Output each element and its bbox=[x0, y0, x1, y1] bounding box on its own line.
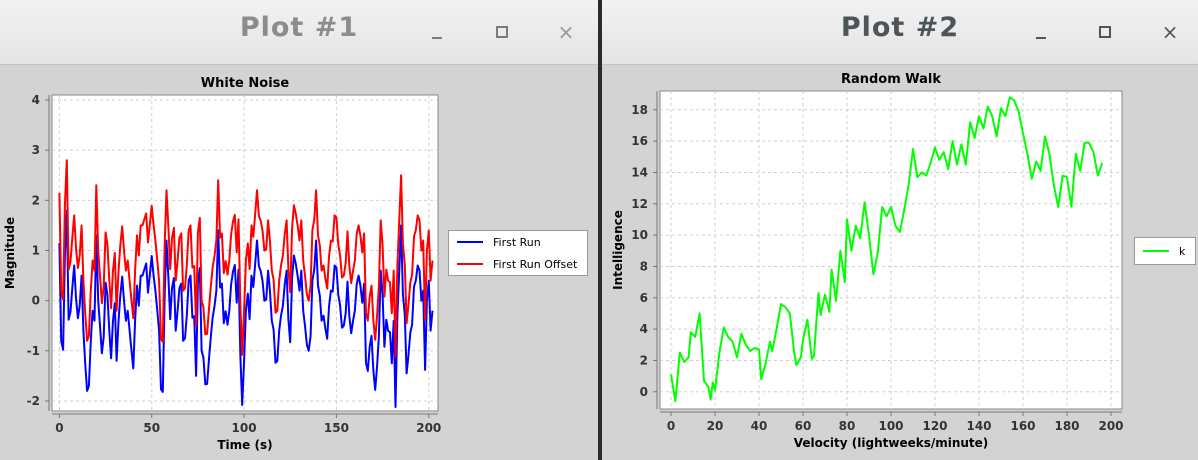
minimize-icon bbox=[432, 37, 442, 39]
maximize-icon bbox=[1099, 26, 1111, 38]
y-tick-label: 4 bbox=[32, 93, 40, 107]
plot-window-2: Plot #2 × Random Walk 0 20 40 60 80 100 120 140 1… bbox=[602, 0, 1198, 460]
legend-label: k bbox=[1179, 244, 1186, 258]
x-tick-label: 0 bbox=[55, 421, 63, 435]
x-tick-label: 100 bbox=[878, 419, 903, 433]
y-tick-label: 8 bbox=[640, 259, 648, 273]
close-button[interactable]: × bbox=[1156, 18, 1184, 46]
y-tick-label: 4 bbox=[640, 322, 648, 336]
close-icon: × bbox=[1161, 20, 1179, 44]
x-axis-label: Velocity (lightweeks/minute) bbox=[794, 436, 989, 450]
legend-item-first-run-offset: First Run Offset bbox=[449, 253, 587, 275]
legend-label: First Run Offset bbox=[493, 257, 578, 271]
y-tick-label: 12 bbox=[631, 197, 648, 211]
y-tick-label: 1 bbox=[32, 243, 40, 257]
y-tick-label: 6 bbox=[640, 291, 648, 305]
white-noise-chart: White Noise 0 50 100 150 200 -2 -1 0 1 2 3 4 Time (s)… bbox=[3, 76, 441, 452]
x-tick-label: 40 bbox=[751, 419, 768, 433]
window-titlebar[interactable]: Plot #2 × bbox=[602, 0, 1198, 65]
y-tick-label: 10 bbox=[631, 228, 648, 242]
legend-item-first-run: First Run bbox=[449, 231, 587, 253]
x-tick-label: 180 bbox=[1054, 419, 1079, 433]
y-tick-label: 18 bbox=[631, 103, 648, 117]
y-tick-label: -2 bbox=[27, 394, 40, 408]
legend-item-k: k bbox=[1135, 238, 1195, 264]
x-tick-label: 160 bbox=[1010, 419, 1035, 433]
x-tick-label: 100 bbox=[232, 421, 257, 435]
chart-title: Random Walk bbox=[841, 72, 941, 87]
x-tick-label: 80 bbox=[839, 419, 856, 433]
y-tick-label: 16 bbox=[631, 134, 648, 148]
close-icon: × bbox=[557, 20, 575, 44]
x-tick-label: 150 bbox=[324, 421, 349, 435]
y-tick-label: 3 bbox=[32, 143, 40, 157]
x-tick-label: 200 bbox=[1098, 419, 1123, 433]
maximize-icon bbox=[496, 26, 508, 38]
series-line-first-run-offset bbox=[58, 159, 434, 358]
y-tick-label: 2 bbox=[32, 193, 40, 207]
y-axis-label: Magnitude bbox=[3, 217, 17, 289]
minimize-icon bbox=[1036, 37, 1046, 39]
chart-title: White Noise bbox=[201, 76, 290, 91]
x-tick-label: 140 bbox=[966, 419, 991, 433]
y-tick-label: -1 bbox=[27, 344, 40, 358]
x-tick-label: 0 bbox=[667, 419, 675, 433]
y-tick-label: 14 bbox=[631, 165, 648, 179]
random-walk-chart: Random Walk 0 20 40 60 80 100 120 140 160 180 200 0 2… bbox=[611, 72, 1124, 450]
window-title: Plot #2 bbox=[840, 12, 960, 43]
x-tick-label: 120 bbox=[922, 419, 947, 433]
legend-line-icon bbox=[457, 241, 483, 243]
x-axis-label: Time (s) bbox=[217, 438, 272, 452]
minimize-button[interactable] bbox=[423, 18, 451, 46]
legend-line-icon bbox=[457, 263, 483, 265]
minimize-button[interactable] bbox=[1027, 18, 1055, 46]
y-tick-label: 2 bbox=[640, 353, 648, 367]
y-axis-label: Intelligence bbox=[611, 210, 625, 290]
chart-legend: k bbox=[1134, 237, 1196, 265]
legend-label: First Run bbox=[493, 235, 541, 249]
legend-line-icon bbox=[1143, 250, 1169, 252]
plot-window-1: Plot #1 × White Noise 0 50 100 150 200 -2 -1 0 1 2… bbox=[0, 0, 598, 460]
x-tick-label: 50 bbox=[143, 421, 160, 435]
y-tick-label: 0 bbox=[640, 385, 648, 399]
chart-legend: First Run First Run Offset bbox=[448, 230, 588, 276]
x-tick-label: 20 bbox=[707, 419, 724, 433]
series-line-k bbox=[670, 96, 1104, 403]
window-titlebar[interactable]: Plot #1 × bbox=[0, 0, 598, 65]
maximize-button[interactable] bbox=[1091, 18, 1119, 46]
window-title: Plot #1 bbox=[239, 12, 359, 43]
series-line-first-run bbox=[58, 209, 434, 408]
x-tick-label: 60 bbox=[795, 419, 812, 433]
close-button[interactable]: × bbox=[552, 18, 580, 46]
x-tick-label: 200 bbox=[416, 421, 441, 435]
y-tick-label: 0 bbox=[32, 294, 40, 308]
maximize-button[interactable] bbox=[488, 18, 516, 46]
